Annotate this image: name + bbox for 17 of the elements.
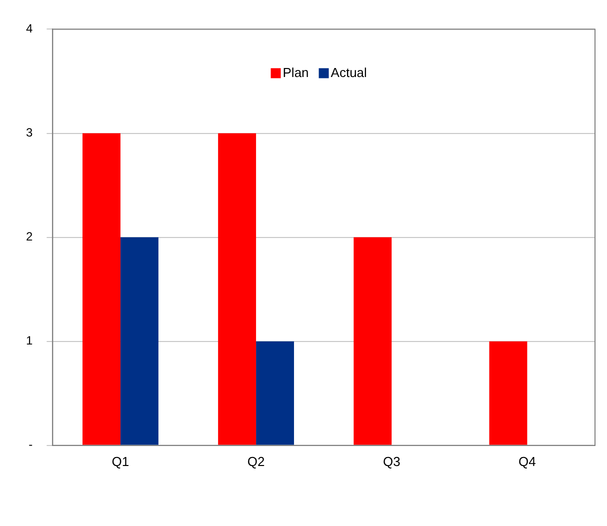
- y-tick-label: -: [28, 438, 33, 452]
- x-tick-label: Q4: [518, 454, 536, 469]
- x-tick-label: Q1: [112, 454, 130, 469]
- bar: [489, 341, 528, 445]
- bar: [82, 133, 120, 445]
- bar: [218, 133, 256, 445]
- bar: [120, 237, 158, 445]
- legend-label: Actual: [330, 64, 368, 80]
- legend-label: Plan: [282, 64, 309, 80]
- y-tick-label: 2: [26, 230, 33, 244]
- x-tick-label: Q2: [247, 454, 265, 469]
- y-tick-label: 1: [26, 334, 33, 348]
- y-tick-label: 3: [26, 126, 33, 140]
- bar: [354, 237, 392, 445]
- y-tick-label: 4: [26, 22, 33, 36]
- x-tick-label: Q3: [382, 454, 400, 469]
- bar: [256, 341, 294, 445]
